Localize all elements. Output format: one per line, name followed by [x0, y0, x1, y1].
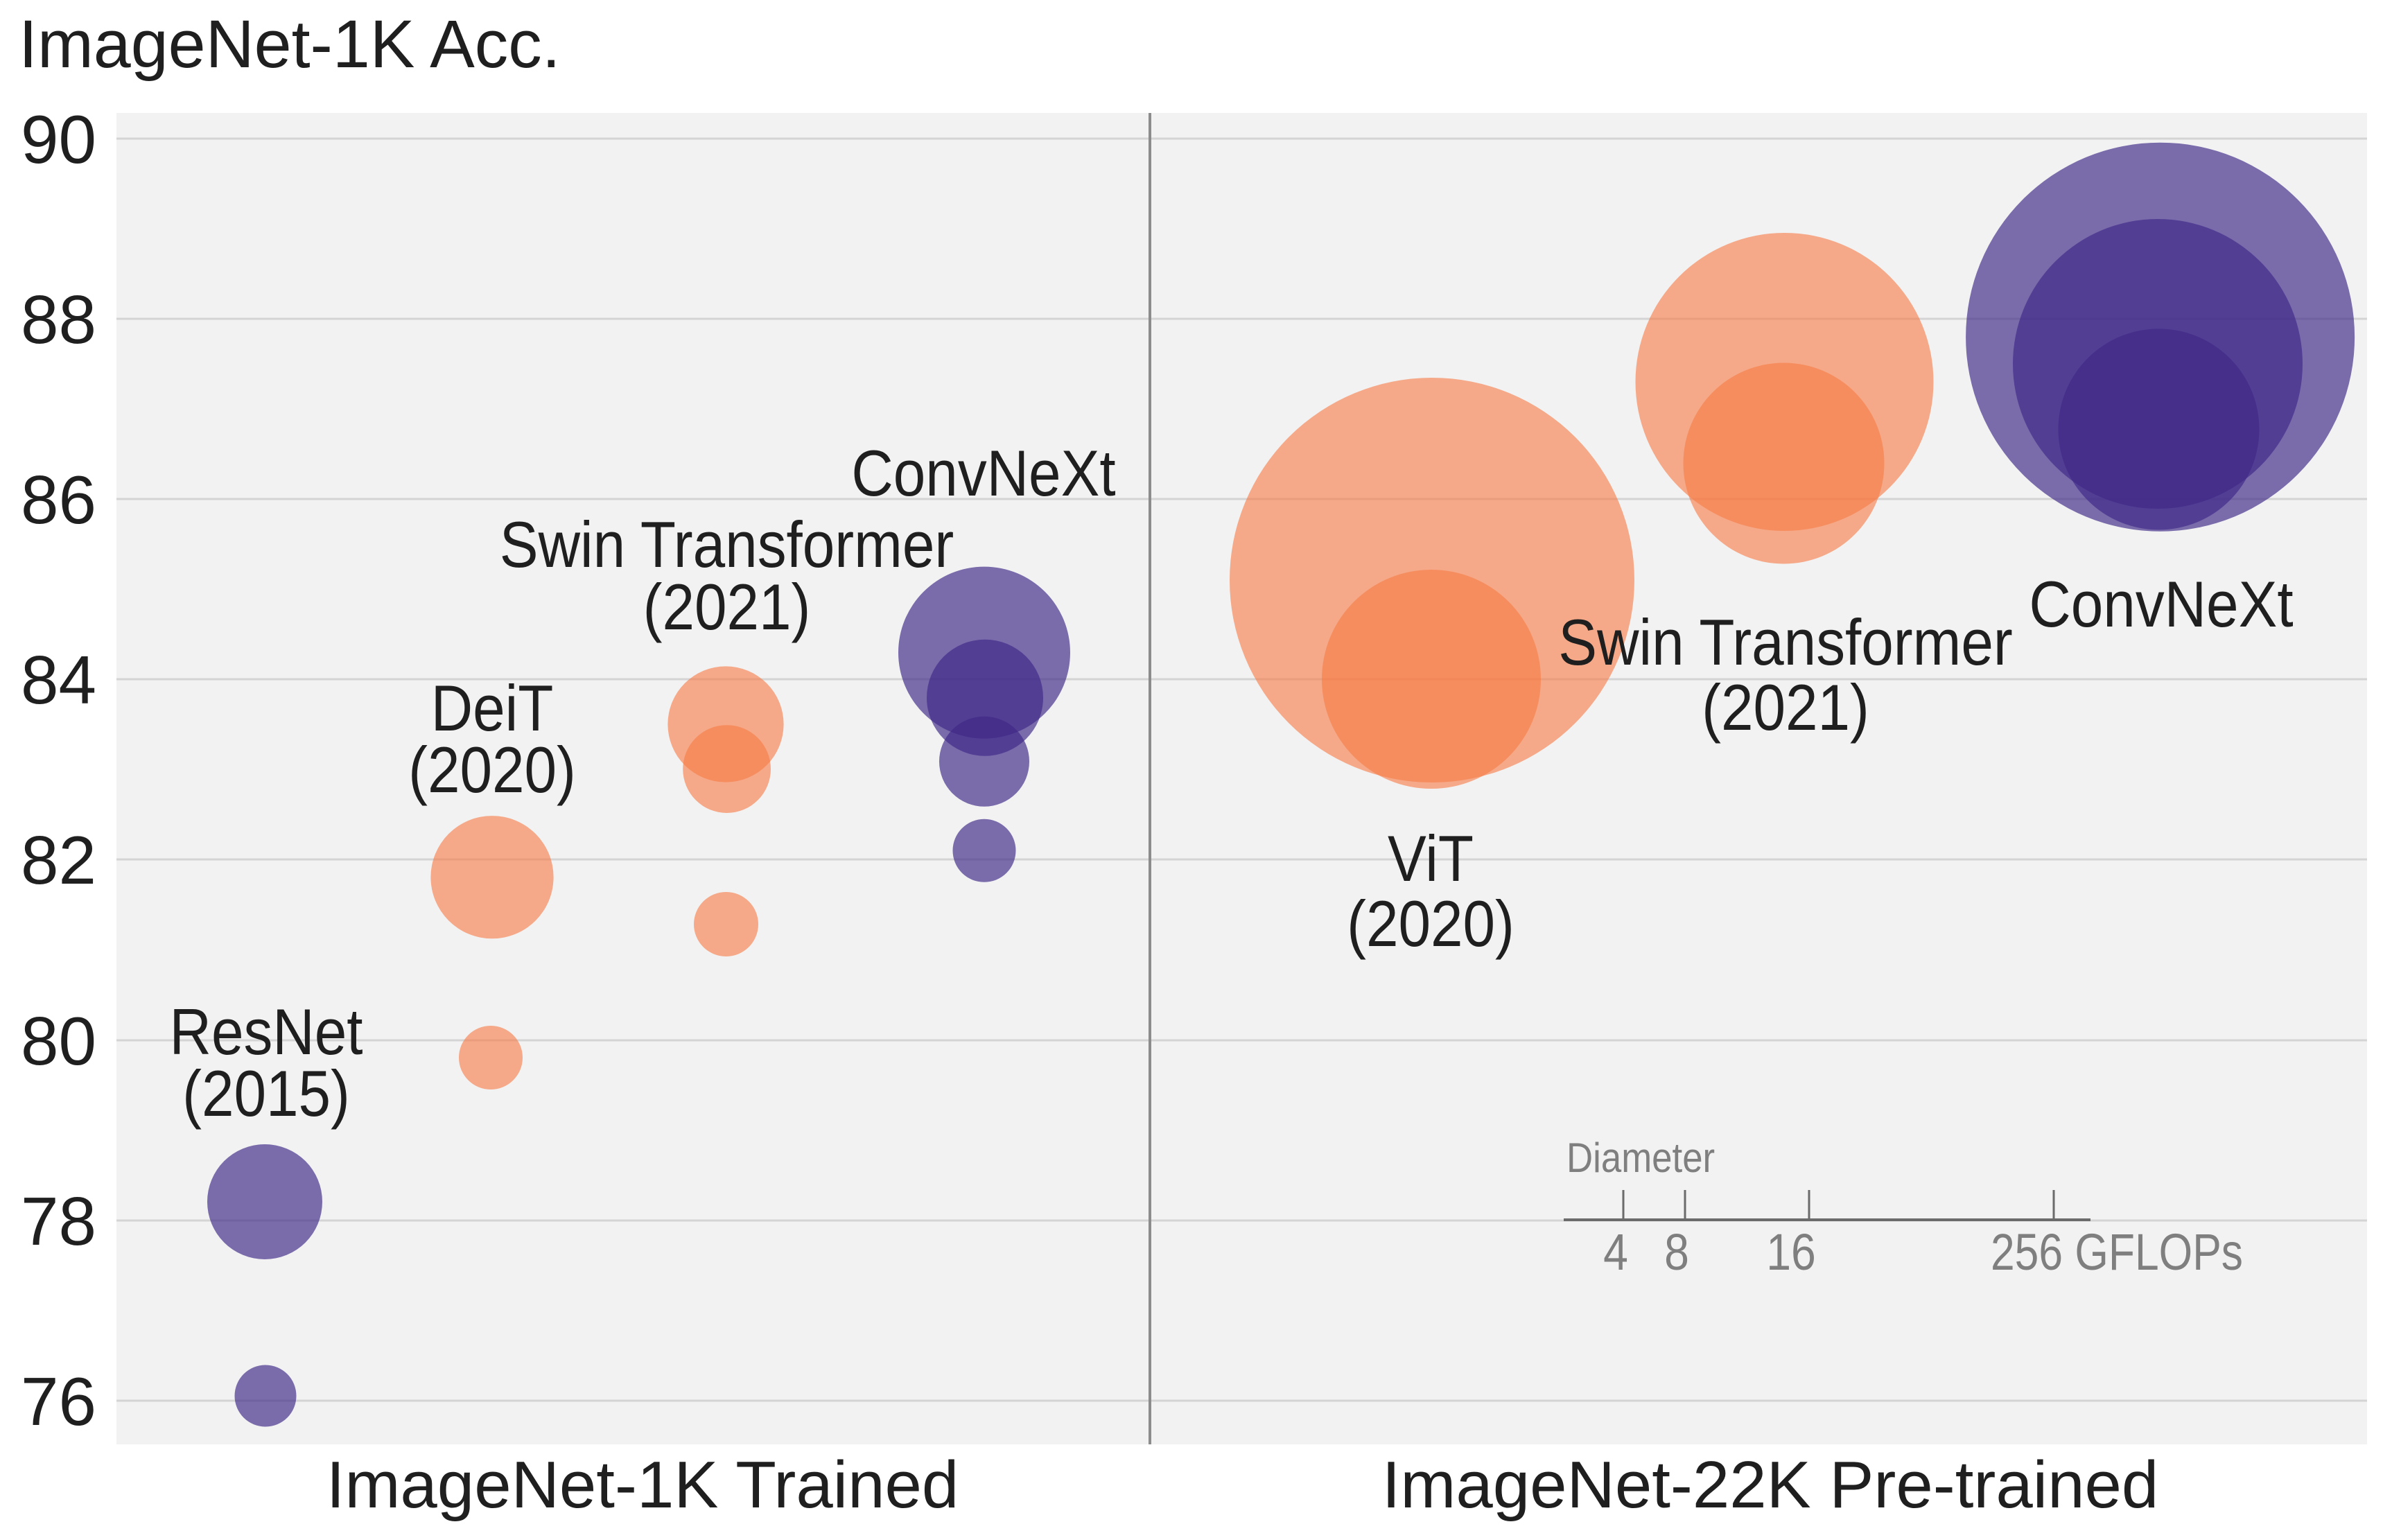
svg-text:ResNet: ResNet [170, 995, 363, 1068]
svg-text:ViT: ViT [1388, 821, 1474, 895]
svg-text:ImageNet-1K Trained: ImageNet-1K Trained [326, 1448, 959, 1522]
svg-text:(2021): (2021) [1702, 670, 1869, 744]
svg-text:(2021): (2021) [643, 570, 811, 643]
svg-text:78: 78 [21, 1183, 96, 1259]
svg-text:88: 88 [21, 281, 96, 358]
svg-text:ConvNeXt: ConvNeXt [851, 436, 1116, 509]
svg-text:84: 84 [21, 642, 96, 718]
svg-text:16: 16 [1766, 1223, 1816, 1281]
svg-text:90: 90 [21, 101, 96, 177]
svg-text:80: 80 [21, 1003, 96, 1079]
svg-text:ImageNet-22K Pre-trained: ImageNet-22K Pre-trained [1382, 1448, 2159, 1522]
svg-text:76: 76 [21, 1363, 96, 1440]
svg-text:ConvNeXt: ConvNeXt [2029, 567, 2294, 640]
svg-text:ImageNet-1K Acc.: ImageNet-1K Acc. [19, 6, 561, 82]
svg-text:Diameter: Diameter [1566, 1135, 1715, 1181]
svg-text:(2020): (2020) [408, 733, 576, 806]
svg-text:Swin Transformer: Swin Transformer [500, 507, 954, 581]
svg-text:4: 4 [1603, 1223, 1628, 1281]
svg-text:(2020): (2020) [1347, 886, 1514, 960]
svg-text:(2015): (2015) [182, 1056, 350, 1130]
svg-text:DeiT: DeiT [431, 671, 554, 744]
svg-text:Swin Transformer: Swin Transformer [1558, 605, 2012, 679]
svg-text:8: 8 [1664, 1223, 1689, 1281]
svg-text:82: 82 [21, 822, 96, 898]
svg-text:256 GFLOPs: 256 GFLOPs [1991, 1223, 2243, 1281]
svg-text:86: 86 [21, 462, 96, 538]
